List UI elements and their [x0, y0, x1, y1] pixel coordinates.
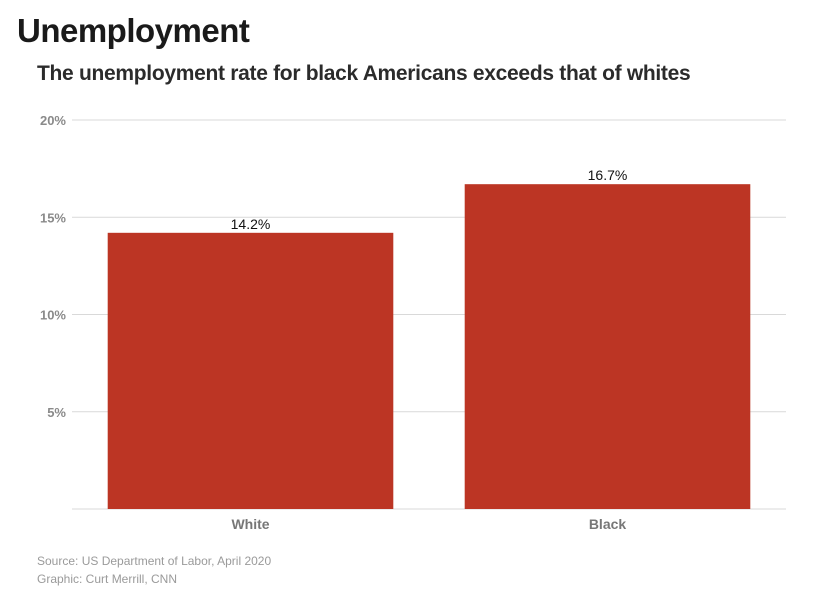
x-axis-labels: White Black	[231, 516, 626, 532]
chart-subtitle: The unemployment rate for black American…	[37, 62, 691, 85]
data-labels: 14.2% 16.7%	[231, 167, 628, 232]
data-label: 14.2%	[231, 216, 271, 232]
graphic-credit: Graphic: Curt Merrill, CNN	[37, 572, 178, 586]
y-tick-label: 5%	[47, 405, 66, 420]
x-category-label: Black	[589, 516, 627, 532]
x-category-label: White	[231, 516, 269, 532]
bar-black	[464, 184, 751, 509]
source-note: Source: US Department of Labor, April 20…	[37, 554, 272, 568]
bar-white	[107, 232, 394, 509]
chart-title: Unemployment	[17, 12, 250, 49]
bars	[107, 184, 751, 509]
y-tick-label: 15%	[40, 210, 66, 225]
data-label: 16.7%	[588, 167, 628, 183]
chart-footer: Source: US Department of Labor, April 20…	[37, 552, 271, 588]
y-axis-ticks: 5% 10% 15% 20%	[40, 113, 66, 420]
y-tick-label: 10%	[40, 308, 66, 323]
y-tick-label: 20%	[40, 113, 66, 128]
